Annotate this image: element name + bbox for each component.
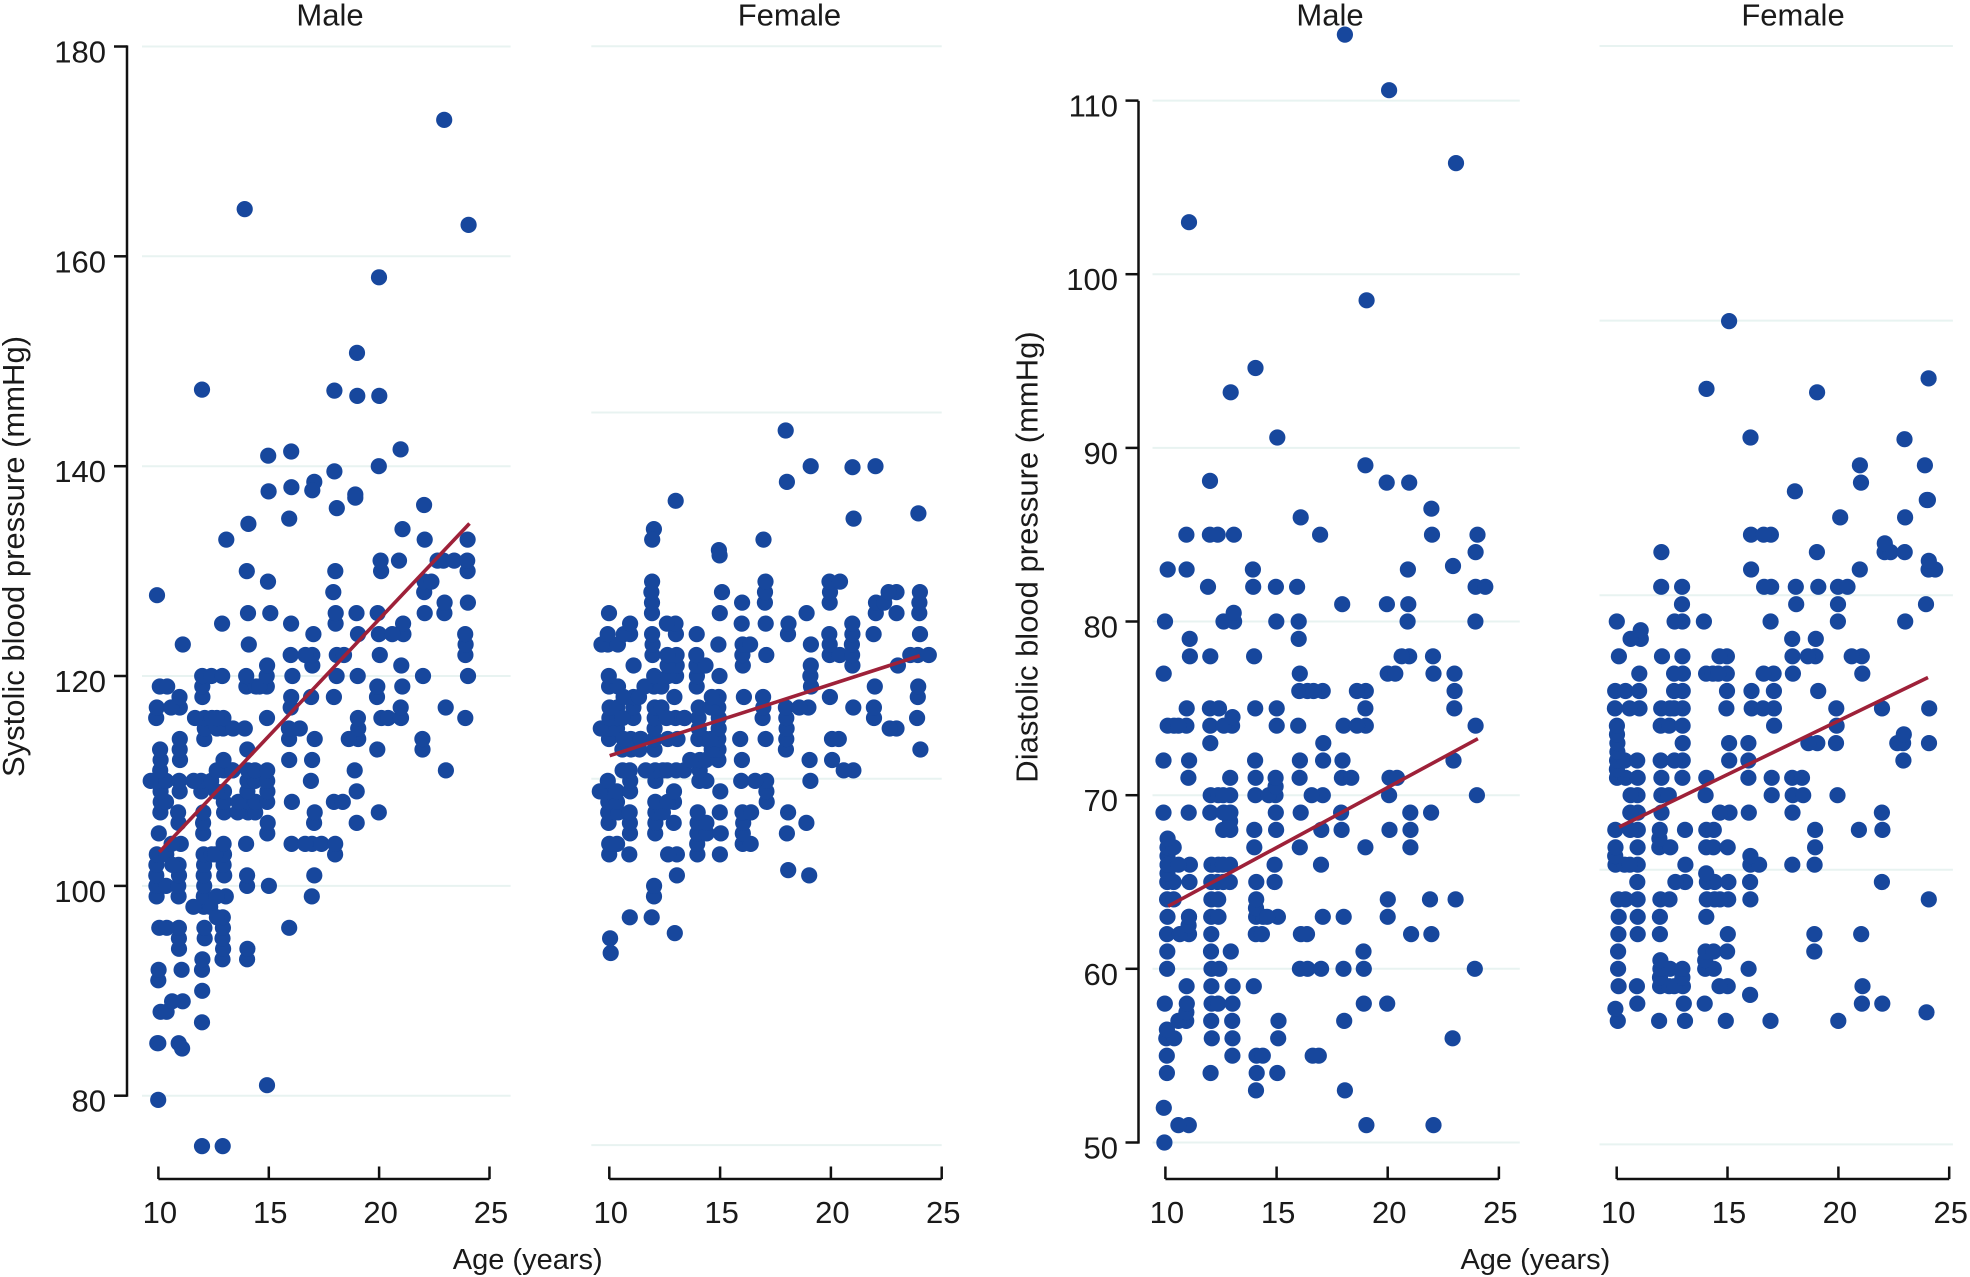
svg-text:25: 25	[926, 1195, 960, 1230]
svg-text:60: 60	[1084, 957, 1118, 992]
svg-text:10: 10	[1601, 1195, 1635, 1230]
svg-text:50: 50	[1084, 1131, 1118, 1166]
svg-text:160: 160	[54, 244, 106, 279]
svg-text:10: 10	[143, 1195, 177, 1230]
svg-text:10: 10	[1150, 1195, 1184, 1230]
svg-text:15: 15	[1712, 1195, 1746, 1230]
svg-text:Male: Male	[296, 0, 363, 32]
svg-text:20: 20	[363, 1195, 397, 1230]
svg-text:120: 120	[54, 664, 106, 699]
svg-text:Systolic blood pressure (mmHg): Systolic blood pressure (mmHg)	[0, 336, 31, 777]
svg-text:20: 20	[815, 1195, 849, 1230]
svg-text:110: 110	[1069, 89, 1118, 124]
svg-text:100: 100	[1066, 262, 1118, 297]
svg-text:20: 20	[1823, 1195, 1857, 1230]
svg-text:15: 15	[704, 1195, 738, 1230]
svg-text:180: 180	[54, 35, 106, 70]
svg-text:Female: Female	[738, 0, 841, 32]
svg-text:25: 25	[474, 1195, 508, 1230]
svg-text:15: 15	[1261, 1195, 1295, 1230]
svg-text:25: 25	[1934, 1195, 1968, 1230]
svg-text:Age (years): Age (years)	[1460, 1244, 1610, 1276]
svg-text:Diastolic blood pressure (mmHg: Diastolic blood pressure (mmHg)	[1010, 331, 1045, 782]
svg-text:Female: Female	[1741, 0, 1844, 32]
svg-text:70: 70	[1084, 783, 1118, 818]
svg-text:15: 15	[253, 1195, 287, 1230]
svg-text:Age (years): Age (years)	[453, 1244, 603, 1276]
svg-text:10: 10	[594, 1195, 628, 1230]
svg-text:100: 100	[54, 874, 106, 909]
svg-text:80: 80	[72, 1084, 106, 1119]
svg-text:20: 20	[1372, 1195, 1406, 1230]
svg-text:80: 80	[1084, 610, 1118, 645]
svg-text:Male: Male	[1296, 0, 1363, 32]
svg-text:140: 140	[54, 454, 106, 489]
svg-text:25: 25	[1483, 1195, 1517, 1230]
svg-text:90: 90	[1084, 436, 1118, 471]
